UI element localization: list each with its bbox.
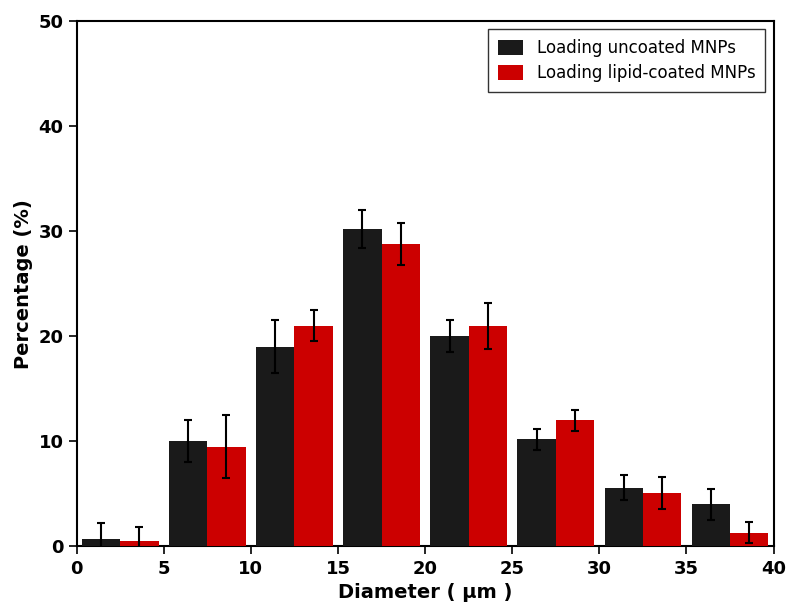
Bar [294,326,333,546]
Bar [169,441,207,546]
Bar [518,439,556,546]
Legend: Loading uncoated MNPs, Loading lipid-coated MNPs: Loading uncoated MNPs, Loading lipid-coa… [488,29,766,92]
Bar [382,244,420,546]
Bar [120,541,158,546]
Bar [730,533,768,546]
X-axis label: Diameter ( μm ): Diameter ( μm ) [338,583,512,602]
Bar [256,347,294,546]
Y-axis label: Percentage (%): Percentage (%) [14,199,33,368]
Bar [469,326,507,546]
Bar [430,336,469,546]
Bar [82,539,120,546]
Bar [207,447,246,546]
Bar [343,229,382,546]
Bar [556,420,594,546]
Bar [692,505,730,546]
Bar [605,487,643,546]
Bar [643,493,682,546]
